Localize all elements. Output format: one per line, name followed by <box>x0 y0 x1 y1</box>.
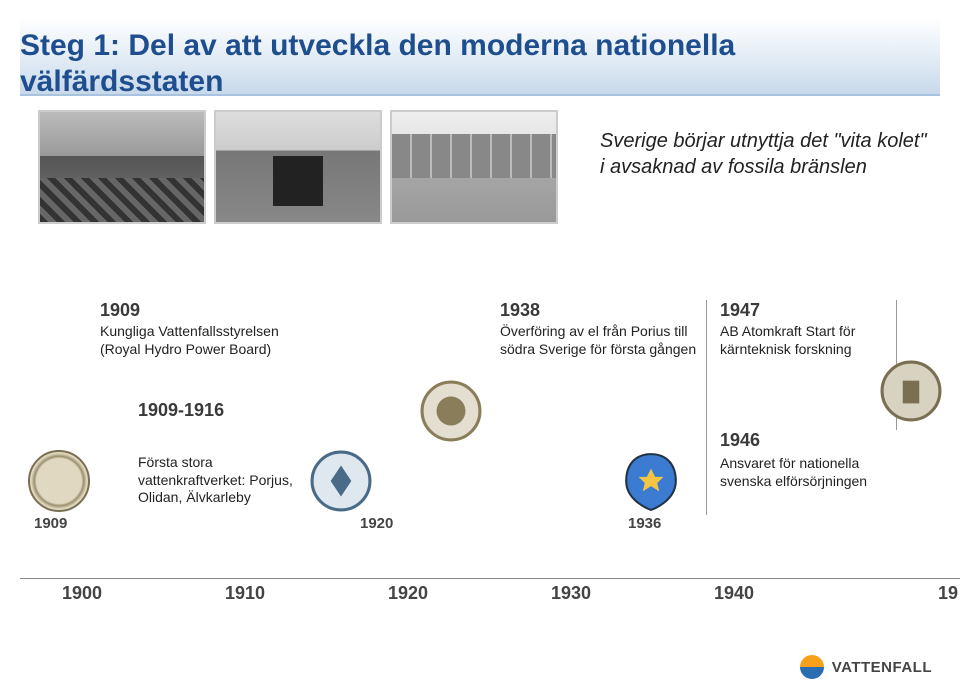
header-banner: Steg 1: Del av att utveckla den moderna … <box>20 18 940 96</box>
seal-year: 1936 <box>628 515 661 532</box>
axis-tick: 1940 <box>714 583 754 604</box>
timeline: 1909 Kungliga Vattenfallsstyrelsen (Roya… <box>20 300 940 540</box>
page-title: Steg 1: Del av att utveckla den moderna … <box>20 28 940 100</box>
seal-icon <box>28 450 90 512</box>
photo-row <box>38 110 558 224</box>
event-year: 1947 <box>720 300 900 321</box>
seal-year: 1920 <box>360 515 393 532</box>
axis-tick: 19 <box>938 583 958 604</box>
logo-text: VATTENFALL <box>832 659 932 676</box>
event-year: 1938 <box>500 300 700 321</box>
event-1909: 1909 Kungliga Vattenfallsstyrelsen (Roya… <box>100 300 300 358</box>
seal-icon <box>310 450 372 512</box>
event-text: Första stora vattenkraftverket: Porjus, … <box>138 454 318 507</box>
separator-line <box>706 300 707 515</box>
axis-tick: 1930 <box>551 583 591 604</box>
axis-tick: 1920 <box>388 583 428 604</box>
event-1946: 1946 Ansvaret för nationella svenska elf… <box>720 430 900 490</box>
seal-icon <box>420 380 482 442</box>
seal-icon <box>880 360 942 422</box>
event-text: Ansvaret för nationella svenska elförsör… <box>720 455 900 490</box>
vattenfall-logo: VATTENFALL <box>798 653 932 681</box>
event-1909-1916: Första stora vattenkraftverket: Porjus, … <box>138 450 318 507</box>
event-year-range: 1909-1916 <box>138 400 224 421</box>
event-year: 1909 <box>100 300 300 321</box>
event-1938: 1938 Överföring av el från Porius till s… <box>500 300 700 358</box>
axis-tick: 1910 <box>225 583 265 604</box>
event-text: AB Atomkraft Start för kärnteknisk forsk… <box>720 323 900 358</box>
historic-photo-2 <box>214 110 382 224</box>
seal-year: 1909 <box>34 515 67 532</box>
logo-icon <box>798 653 826 681</box>
event-text: Kungliga Vattenfallsstyrelsen (Royal Hyd… <box>100 323 300 358</box>
seal-icon <box>620 450 682 512</box>
event-year: 1946 <box>720 430 900 451</box>
axis-tick: 1900 <box>62 583 102 604</box>
caption-text: Sverige börjar utnyttja det "vita kolet"… <box>600 128 930 180</box>
event-text: Överföring av el från Porius till södra … <box>500 323 700 358</box>
historic-photo-1 <box>38 110 206 224</box>
timeline-axis: 1900 1910 1920 1930 1940 19 <box>20 578 960 608</box>
event-1947: 1947 AB Atomkraft Start för kärnteknisk … <box>720 300 900 358</box>
historic-photo-3 <box>390 110 558 224</box>
